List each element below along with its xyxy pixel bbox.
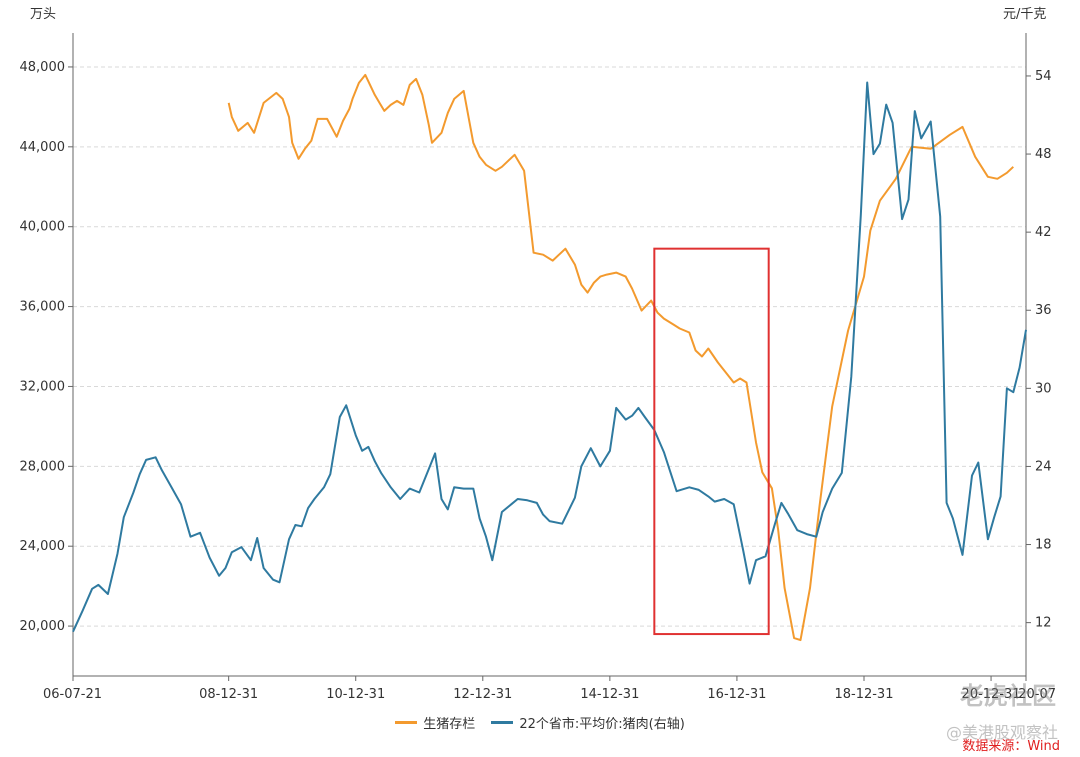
highlight-box xyxy=(653,247,770,636)
left-tick-label: 32,000 xyxy=(20,379,66,394)
right-tick-label: 12 xyxy=(1035,616,1052,631)
legend-item-pork-price[interactable]: 22个省市:平均价:猪肉(右轴) xyxy=(491,713,685,732)
series-lines xyxy=(72,73,1027,642)
left-tick-label: 36,000 xyxy=(20,300,66,315)
right-tick-label: 42 xyxy=(1035,225,1052,240)
right-tick-label: 36 xyxy=(1035,303,1052,318)
legend-label-hog-inventory: 生猪存栏 xyxy=(423,717,476,732)
right-tick-label: 30 xyxy=(1035,381,1052,396)
x-tick-label: 16-12-31 xyxy=(707,687,766,702)
series-hog-inventory-line xyxy=(227,73,1014,642)
right-tick-label: 48 xyxy=(1035,147,1052,162)
left-tick-label: 24,000 xyxy=(20,539,66,554)
tick-marks xyxy=(68,66,1031,681)
watermark-account: @美港股观察社 xyxy=(945,723,1058,742)
grid-lines xyxy=(73,66,1026,627)
left-tick-label: 48,000 xyxy=(20,60,66,75)
legend-label-pork-price: 22个省市:平均价:猪肉(右轴) xyxy=(519,717,685,732)
x-tick-label: 20-07 xyxy=(1018,687,1056,702)
left-tick-label: 20,000 xyxy=(20,619,66,634)
legend-swatch-pork-price xyxy=(491,721,514,724)
x-tick-label: 06-07-21 xyxy=(43,687,102,702)
right-tick-label: 54 xyxy=(1035,69,1052,84)
x-tick-label: 12-12-31 xyxy=(453,687,512,702)
legend-item-hog-inventory[interactable]: 生猪存栏 xyxy=(395,713,475,732)
left-axis-unit: 万头 xyxy=(30,7,56,22)
left-tick-label: 44,000 xyxy=(20,140,66,155)
right-tick-label: 24 xyxy=(1035,459,1052,474)
legend: 生猪存栏 22个省市:平均价:猪肉(右轴) xyxy=(0,713,1080,732)
x-tick-label: 10-12-31 xyxy=(326,687,385,702)
tick-labels: 20,000 24,000 28,000 32,000 36,000 40,000 44,0… xyxy=(20,60,1057,702)
x-tick-label: 18-12-31 xyxy=(834,687,893,702)
data-source-label: 数据来源：Wind xyxy=(962,739,1060,754)
left-tick-label: 40,000 xyxy=(20,220,66,235)
left-tick-label: 28,000 xyxy=(20,459,66,474)
x-tick-label: 20-12-31 xyxy=(962,687,1021,702)
x-tick-label: 08-12-31 xyxy=(199,687,258,702)
series-pork-price-line xyxy=(72,81,1027,633)
right-axis-unit: 元/千克 xyxy=(1003,7,1046,22)
highlight-layer xyxy=(653,247,770,636)
right-tick-label: 18 xyxy=(1035,538,1052,553)
x-tick-label: 14-12-31 xyxy=(580,687,639,702)
watermark-community: 老虎社区 xyxy=(960,682,1056,710)
axes xyxy=(72,33,1027,677)
legend-swatch-hog-inventory xyxy=(395,721,418,724)
